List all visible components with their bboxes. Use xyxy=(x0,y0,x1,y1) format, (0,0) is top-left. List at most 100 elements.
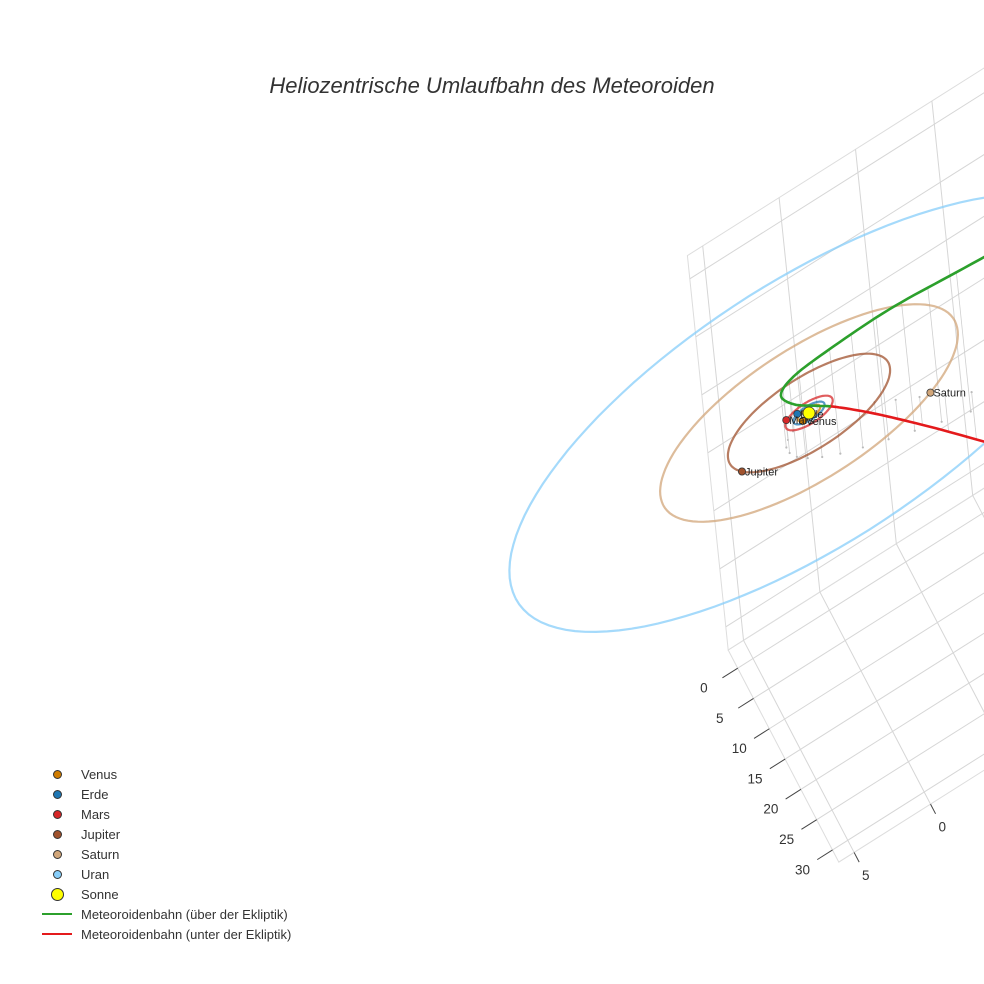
drop-foot xyxy=(839,452,842,455)
planet-erde xyxy=(793,409,802,418)
legend-item[interactable]: Mars xyxy=(40,804,291,824)
legend-label: Meteoroidenbahn (unter der Ekliptik) xyxy=(81,926,292,942)
legend-item[interactable]: Uran xyxy=(40,864,291,884)
x-tick-label: 0 xyxy=(938,820,946,835)
drop-foot xyxy=(918,395,921,399)
drop-line xyxy=(944,394,950,432)
meteoroid-path-above xyxy=(779,255,984,408)
y-tick-label: 20 xyxy=(763,802,778,817)
chart-title: Heliozentrische Umlaufbahn des Meteoroid… xyxy=(269,73,715,98)
drop-line xyxy=(971,392,977,440)
back-wall-y xyxy=(686,67,984,651)
grid-z-side xyxy=(689,92,984,280)
orbit-jupiter xyxy=(726,352,892,474)
legend-marker-symbol xyxy=(40,764,74,784)
y-tick-mark xyxy=(816,849,833,861)
grid-z-side xyxy=(695,154,984,338)
grid-x-floor xyxy=(743,640,855,853)
drop-foot xyxy=(969,410,972,413)
drop-line xyxy=(895,399,899,419)
legend-item[interactable]: Meteoroidenbahn (über der Ekliptik) xyxy=(40,904,291,924)
grid-z-side xyxy=(707,277,984,454)
drop-foot xyxy=(894,398,897,401)
planet-saturn xyxy=(926,388,935,397)
drop-foot xyxy=(887,438,890,441)
drop-foot xyxy=(788,451,791,455)
sun-marker xyxy=(802,406,816,420)
y-tick-mark xyxy=(769,758,786,770)
y-tick-label: 25 xyxy=(779,832,794,847)
y-tick-label: 30 xyxy=(795,862,810,877)
meteoroid-path-below xyxy=(830,405,984,443)
orbit-mars xyxy=(784,394,834,432)
legend-item[interactable]: Meteoroidenbahn (unter der Ekliptik) xyxy=(40,924,291,944)
x-tick-mark xyxy=(853,852,860,863)
axis-ticks: −25−20−15−10−505051015202530151050−5−10−… xyxy=(700,667,946,883)
orbit-saturn xyxy=(658,303,960,523)
drop-line xyxy=(919,396,923,425)
meteoroid-path xyxy=(779,255,984,443)
grid-y-floor xyxy=(753,552,984,699)
legend-item[interactable]: Erde xyxy=(40,784,291,804)
legend-marker-symbol xyxy=(40,884,74,904)
legend-label: Saturn xyxy=(81,846,120,862)
legend-item[interactable]: Jupiter xyxy=(40,824,291,844)
y-tick-mark xyxy=(801,819,817,830)
y-tick-mark xyxy=(785,788,802,800)
grid-y-floor xyxy=(769,592,984,730)
y-tick-label: 10 xyxy=(732,741,747,756)
planet-label-venus: Venus xyxy=(806,416,837,428)
grid-y-floor xyxy=(832,753,984,851)
planet-label-jupiter: Jupiter xyxy=(745,466,778,478)
grid-x-floor xyxy=(819,591,931,805)
legend-marker-symbol xyxy=(40,824,74,844)
drop-lines xyxy=(780,272,977,460)
y-tick-label: 5 xyxy=(716,711,724,726)
legend-item[interactable]: Venus xyxy=(40,764,291,784)
legend-label: Venus xyxy=(81,766,118,782)
grid-y-floor xyxy=(800,673,984,790)
grid-lines xyxy=(686,67,984,863)
x-tick-mark xyxy=(930,803,937,815)
y-tick-mark xyxy=(753,728,770,739)
drop-line xyxy=(850,334,864,448)
legend-marker-symbol xyxy=(40,864,74,884)
drop-foot xyxy=(943,393,946,396)
drop-line xyxy=(955,272,972,412)
legend-marker-symbol xyxy=(40,844,74,864)
grid-z-side xyxy=(713,339,984,512)
y-tick-mark xyxy=(737,698,754,709)
drop-foot xyxy=(785,446,788,449)
drop-line xyxy=(875,317,889,440)
orbit-uran xyxy=(508,196,984,634)
legend: Venus Erde Mars Jupiter Saturn Uran Sonne Meteo… xyxy=(40,764,291,944)
planet-jupiter xyxy=(737,467,746,476)
legend-label: Jupiter xyxy=(81,826,121,842)
planet-label-saturn: Saturn xyxy=(933,388,965,400)
legend-item[interactable]: Sonne xyxy=(40,884,291,904)
y-tick-mark xyxy=(722,667,738,679)
grid-z-side xyxy=(725,462,984,628)
legend-label: Meteoroidenbahn (über der Ekliptik) xyxy=(81,906,288,922)
grid-z-side xyxy=(701,215,984,396)
legend-label: Sonne xyxy=(81,886,119,902)
legend-marker-symbol xyxy=(40,784,74,804)
legend-item[interactable]: Saturn xyxy=(40,844,291,864)
drop-line xyxy=(927,287,943,422)
grid-y-floor xyxy=(784,632,984,760)
drop-foot xyxy=(821,455,824,459)
drop-foot xyxy=(795,455,798,458)
y-tick-label: 15 xyxy=(748,771,763,786)
planet-venus xyxy=(798,416,807,425)
legend-label: Mars xyxy=(81,806,110,822)
drop-foot xyxy=(913,429,916,432)
drop-foot xyxy=(806,457,809,460)
legend-label: Erde xyxy=(81,786,109,802)
grid-z-side xyxy=(719,401,984,570)
x-tick-label: 5 xyxy=(862,868,870,883)
grid-y-floor xyxy=(737,511,984,669)
drop-line xyxy=(789,403,794,432)
legend-line-symbol xyxy=(40,904,74,924)
grid-y-floor xyxy=(816,713,984,821)
